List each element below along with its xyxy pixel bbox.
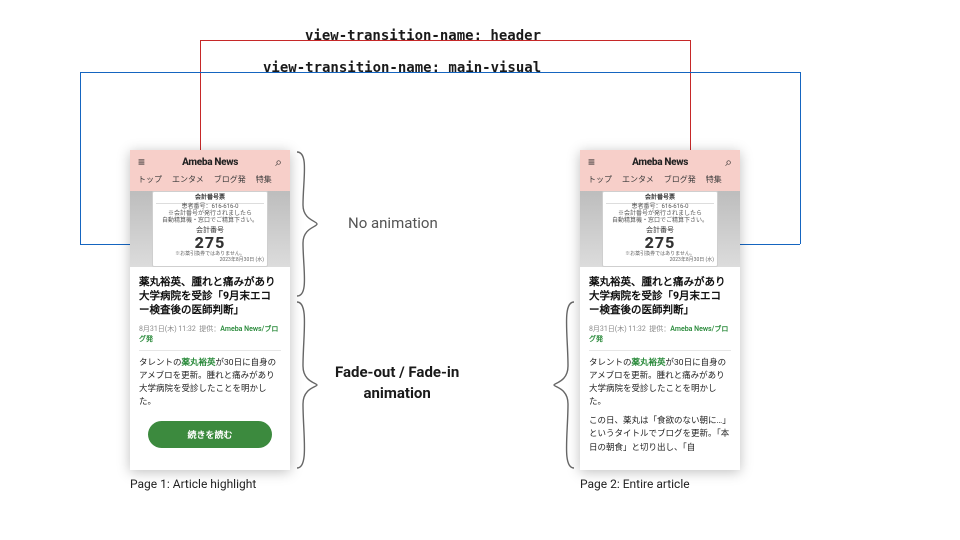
phone2-tabs: トップ エンタメ ブログ発 特集 (580, 172, 740, 191)
connector-blue-right-end (740, 244, 800, 245)
phone-page1: ≡ Ameba News ⌕ トップ エンタメ ブログ発 特集 会計番号票 患者… (130, 150, 290, 470)
tab-entertainment[interactable]: エンタメ (622, 174, 654, 185)
connector-blue-left (80, 72, 81, 244)
tab-blog[interactable]: ブログ発 (214, 174, 246, 185)
ticket-image: 会計番号票 患者番号：616-616-0 ※会計番号が発行されましたら 自動精算… (602, 191, 718, 267)
phone2-paragraph2: この日、薬丸は「食欲のない朝に…」というタイトルでブログを更新。「本日の朝食」と… (589, 415, 731, 455)
tab-entertainment[interactable]: エンタメ (172, 174, 204, 185)
phone2-paragraph1: タレントの薬丸裕英が30日に自身のアメブロを更新。腫れと痛みがあり大学病院を受診… (589, 357, 731, 410)
search-icon[interactable]: ⌕ (725, 156, 732, 168)
tab-feature[interactable]: 特集 (256, 174, 272, 185)
brace-fade-right (552, 300, 578, 470)
code-label-main-visual: view-transition-name: main-visual (263, 60, 541, 76)
connector-red-left (200, 40, 201, 158)
phone1-header: ≡ Ameba News ⌕ トップ エンタメ ブログ発 特集 (130, 150, 290, 191)
phone2-main-visual: 会計番号票 患者番号：616-616-0 ※会計番号が発行されましたら 自動精算… (580, 191, 740, 267)
phone1-article-title[interactable]: 薬丸裕英、腫れと痛みがあり大学病院を受診「9月末エコー検査後の医師判断」 (139, 275, 281, 318)
connector-red-right (690, 40, 691, 158)
caption-page2: Page 2: Entire article (580, 477, 690, 491)
tab-blog[interactable]: ブログ発 (664, 174, 696, 185)
phone1-tabs: トップ エンタメ ブログ発 特集 (130, 172, 290, 191)
connector-blue-left-end (80, 244, 130, 245)
hamburger-icon[interactable]: ≡ (138, 156, 145, 168)
annotation-fade: Fade-out / Fade-in animation (335, 362, 459, 404)
phone-page2: ≡ Ameba News ⌕ トップ エンタメ ブログ発 特集 会計番号票 患者… (580, 150, 740, 470)
ticket-image: 会計番号票 患者番号：616-616-0 ※会計番号が発行されましたら 自動精算… (152, 191, 268, 267)
phone2-article-title[interactable]: 薬丸裕英、腫れと痛みがあり大学病院を受診「9月末エコー検査後の医師判断」 (589, 275, 731, 318)
phone1-main-visual: 会計番号票 患者番号：616-616-0 ※会計番号が発行されましたら 自動精算… (130, 191, 290, 267)
phone1-body: 薬丸裕英、腫れと痛みがあり大学病院を受診「9月末エコー検査後の医師判断」 8月3… (130, 267, 290, 470)
phone2-meta: 8月31日(木) 11:32 提供：Ameba News/ブログ発 (589, 324, 731, 344)
brace-fade-left (293, 300, 319, 470)
article-person-link[interactable]: 薬丸裕英 (182, 358, 216, 368)
search-icon[interactable]: ⌕ (275, 156, 282, 168)
read-more-button[interactable]: 続きを読む (148, 421, 273, 448)
phone2-header: ≡ Ameba News ⌕ トップ エンタメ ブログ発 特集 (580, 150, 740, 191)
hamburger-icon[interactable]: ≡ (588, 156, 595, 168)
article-person-link[interactable]: 薬丸裕英 (632, 358, 666, 368)
code-label-header: view-transition-name: header (305, 28, 541, 44)
phone1-meta: 8月31日(木) 11:32 提供：Ameba News/ブログ発 (139, 324, 281, 344)
tab-feature[interactable]: 特集 (706, 174, 722, 185)
annotation-no-animation: No animation (348, 214, 438, 232)
brace-no-animation (293, 150, 319, 298)
brand-logo[interactable]: Ameba News (632, 157, 688, 168)
tab-top[interactable]: トップ (138, 174, 162, 185)
phone1-paragraph: タレントの薬丸裕英が30日に自身のアメブロを更新。腫れと痛みがあり大学病院を受診… (139, 357, 281, 410)
phone2-body: 薬丸裕英、腫れと痛みがあり大学病院を受診「9月末エコー検査後の医師判断」 8月3… (580, 267, 740, 470)
caption-page1: Page 1: Article highlight (130, 477, 256, 491)
tab-top[interactable]: トップ (588, 174, 612, 185)
brand-logo[interactable]: Ameba News (182, 157, 238, 168)
connector-blue-right (800, 72, 801, 244)
